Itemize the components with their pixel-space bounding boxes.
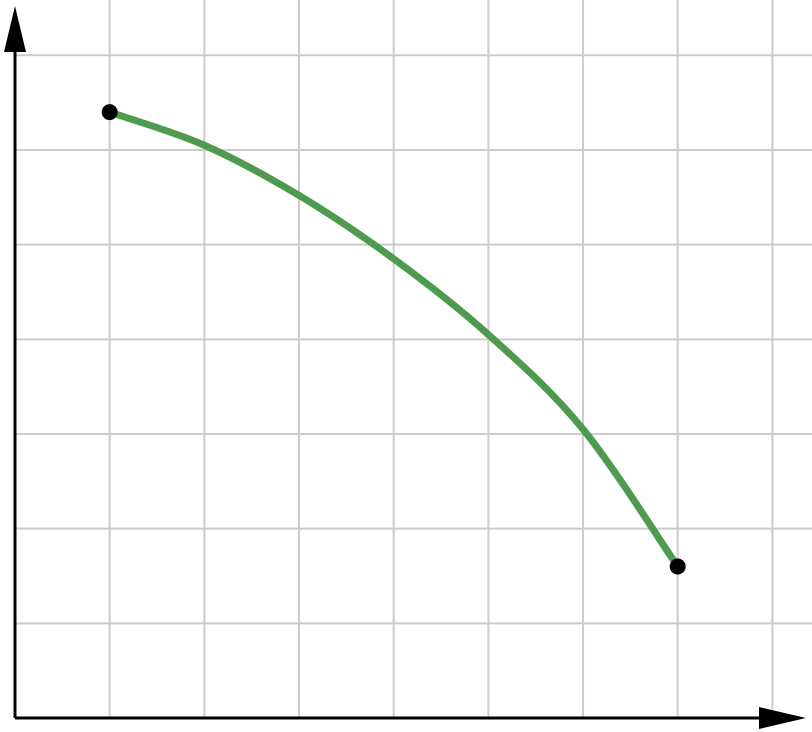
- axes: [4, 6, 806, 729]
- grid: [15, 0, 812, 718]
- start-point: [101, 104, 118, 121]
- point-layer: [101, 104, 686, 575]
- series-line: [106, 108, 682, 571]
- x-axis-arrow-icon: [759, 707, 806, 729]
- end-point: [669, 558, 686, 575]
- curve-layer: [106, 108, 682, 571]
- y-axis-arrow-icon: [4, 6, 26, 52]
